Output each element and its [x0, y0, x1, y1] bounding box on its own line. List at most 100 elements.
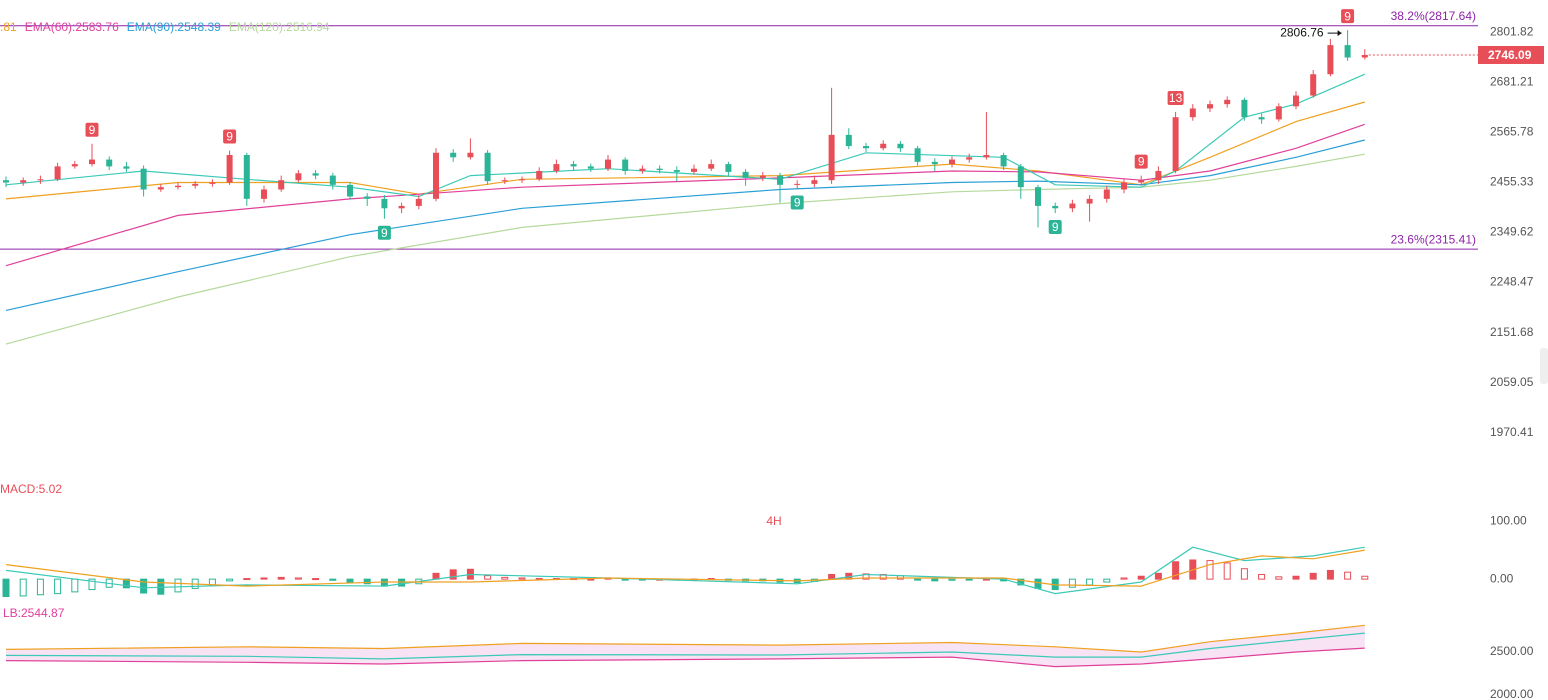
macd-bar	[1275, 576, 1283, 580]
signal-box	[377, 225, 391, 240]
y-tick-label: 0.00	[1490, 571, 1514, 585]
macd-bar	[140, 578, 148, 594]
y-tick-label: 2059.05	[1490, 375, 1534, 389]
signal-box	[1134, 154, 1148, 169]
signal-label: 9	[1344, 9, 1351, 23]
last-price-label: 2746.09	[1488, 48, 1532, 62]
macd-bar	[1292, 575, 1300, 580]
indicator-line	[5, 549, 1365, 587]
macd-bar	[226, 578, 234, 582]
y-tick-label: 1970.41	[1490, 425, 1534, 439]
macd-bar	[363, 578, 371, 585]
panel-handle[interactable]	[1540, 348, 1548, 384]
signal-label: 9	[89, 123, 96, 137]
macd-bar	[965, 578, 973, 581]
candle-body	[243, 155, 250, 199]
candle-body	[845, 134, 852, 147]
signal-marker: 9	[1048, 220, 1062, 235]
signal-marker: 9	[790, 195, 804, 210]
candle-body	[1052, 205, 1059, 209]
macd-bar	[346, 578, 354, 583]
macd-bar	[88, 578, 96, 591]
candle-body	[1103, 189, 1110, 199]
candle-body	[1035, 187, 1041, 206]
macd-bar	[449, 569, 457, 580]
candle-body	[226, 155, 233, 183]
axis-area	[1478, 0, 1548, 700]
candle-body	[949, 159, 955, 165]
candle-body	[175, 185, 181, 188]
high-arrow-head	[1337, 30, 1342, 37]
fib-label: 23.6%(2315.41)	[1391, 232, 1476, 246]
candle-body	[415, 198, 422, 206]
signal-box	[223, 129, 237, 144]
band-fill	[6, 625, 1365, 667]
signal-box	[1048, 220, 1062, 235]
candle-body	[708, 164, 715, 169]
candle-body	[828, 134, 835, 181]
indicator-label: MACD:5.02	[0, 482, 62, 496]
y-tick-label: 100.00	[1490, 513, 1527, 527]
signal-marker: 9	[223, 129, 237, 144]
macd-bar	[621, 578, 629, 581]
macd-bar	[1223, 562, 1231, 580]
signal-label: 9	[226, 130, 233, 144]
macd-bar	[1120, 577, 1128, 580]
signal-label: 13	[1169, 91, 1183, 105]
indicator-label: LB:2544.87	[3, 606, 65, 620]
candle-body	[897, 143, 904, 149]
legend-entry: EMA(60):2583.76	[25, 20, 119, 34]
signal-label: 9	[1138, 155, 1145, 169]
legend-entry: EMA(90):2548.39	[127, 20, 221, 34]
y-tick-label: 2565.78	[1490, 124, 1534, 138]
macd-bar	[982, 578, 990, 581]
indicator-line	[5, 73, 1366, 198]
macd-bar	[1258, 573, 1266, 580]
candle-body	[261, 189, 267, 199]
candle-body	[295, 173, 302, 181]
fib-label: 38.2%(2817.64)	[1391, 9, 1476, 23]
candle-body	[71, 164, 78, 167]
macd-bar	[501, 576, 509, 580]
candle-body	[1155, 170, 1162, 181]
signal-box	[1341, 9, 1355, 24]
y-tick-label: 2000.00	[1490, 687, 1534, 700]
candle-body	[278, 180, 285, 190]
watermark: 4H	[766, 514, 781, 528]
candle-body	[3, 180, 9, 183]
macd-bar	[277, 576, 285, 580]
candle-body	[106, 159, 113, 167]
macd-bar	[518, 577, 526, 580]
candle-body	[794, 183, 801, 185]
macd-bar	[36, 578, 44, 596]
candle-body	[433, 152, 439, 199]
macd-bar	[931, 578, 939, 582]
candle-body	[1000, 155, 1007, 167]
candle-body	[398, 205, 405, 209]
candle-body	[622, 159, 629, 171]
candle-body	[1275, 106, 1282, 120]
candle-body	[725, 164, 732, 172]
candle-body	[536, 170, 543, 180]
macd-bar	[329, 578, 337, 581]
macd-bar	[1068, 578, 1076, 588]
macd-bar	[1137, 575, 1145, 580]
candle-body	[656, 168, 663, 171]
candle-body	[742, 171, 749, 178]
candle-body	[20, 180, 27, 183]
signal-marker: 13	[1167, 90, 1184, 105]
candle-body	[1293, 95, 1299, 107]
candle-body	[914, 148, 921, 162]
candle-body	[1258, 117, 1265, 120]
candle-body	[1310, 74, 1317, 96]
macd-bar	[1172, 561, 1180, 580]
y-tick-label: 2455.33	[1490, 175, 1534, 189]
candle-body	[587, 166, 594, 169]
y-tick-label: 2681.21	[1490, 74, 1534, 88]
indicator-line	[5, 647, 1365, 668]
signal-label: 9	[794, 196, 801, 210]
candle-body	[1344, 45, 1351, 58]
macd-bar	[294, 577, 302, 580]
candle-body	[450, 152, 457, 158]
